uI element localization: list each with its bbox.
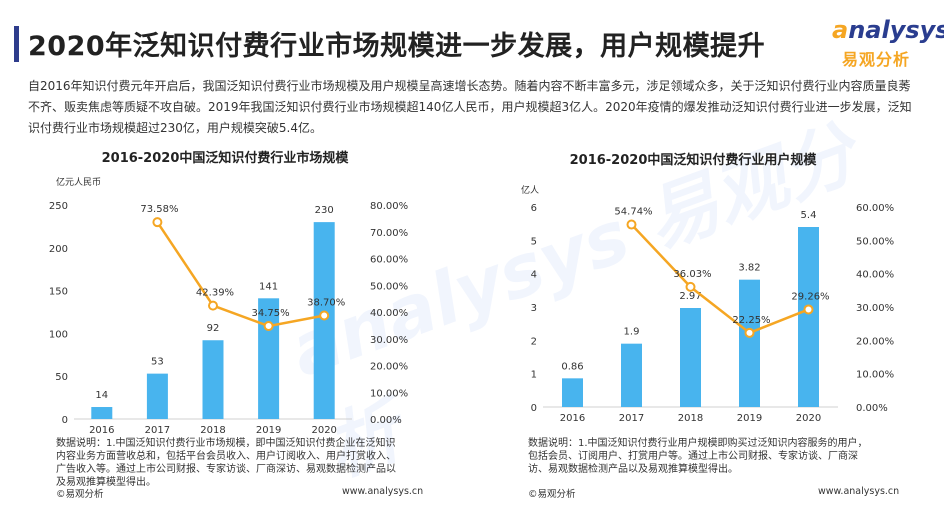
y-axis-label: 亿元人民币 (56, 176, 101, 188)
growth-rate-label: 54.74% (614, 207, 652, 218)
y-tick-label: 250 (49, 201, 68, 212)
bar-data-label: 1.9 (624, 327, 640, 338)
x-tick-label: 2016 (560, 413, 585, 424)
y-tick-label: 3 (531, 303, 537, 314)
bar-data-label: 2.97 (679, 291, 701, 302)
left-footer-url: www.analysys.cn (342, 486, 424, 497)
y-tick-label: 1 (531, 370, 537, 381)
title-accent-bar (14, 26, 19, 62)
x-tick-label: 2018 (678, 413, 703, 424)
growth-rate-line (630, 223, 809, 335)
right-footer-copyright: ©易观分析 (528, 489, 576, 500)
y-tick-label: 5 (531, 236, 537, 247)
growth-rate-label: 38.70% (307, 297, 345, 308)
y-tick-label: 200 (49, 244, 68, 255)
chart-title: 2016-2020中国泛知识付费行业用户规模 (570, 152, 818, 168)
bar (202, 340, 224, 419)
growth-rate-label: 36.03% (673, 269, 711, 280)
bar (798, 227, 819, 407)
growth-rate-label: 29.26% (791, 291, 829, 302)
bar (91, 407, 113, 419)
y-tick-label: 0 (62, 415, 68, 426)
y2-tick-label: 20.00% (370, 362, 408, 373)
y2-tick-label: 70.00% (370, 228, 408, 239)
y-tick-label: 0 (531, 403, 537, 414)
growth-rate-label: 34.75% (252, 308, 290, 319)
growth-rate-point (208, 300, 218, 311)
x-tick-label: 2016 (89, 425, 114, 436)
y-tick-label: 4 (531, 270, 537, 281)
logo-chinese: 易观分析 (842, 50, 911, 69)
growth-rate-point (744, 327, 755, 338)
y-tick-label: 2 (531, 336, 537, 347)
x-tick-label: 2020 (311, 425, 336, 436)
growth-rate-point (626, 219, 637, 230)
bar (562, 378, 583, 407)
y2-tick-label: 10.00% (856, 370, 894, 381)
growth-rate-point (263, 321, 274, 332)
left-chart-note: 数据说明：1.中国泛知识付费行业市场规模，即中国泛知识付费企业在泛知识内容业务方… (56, 438, 396, 488)
bar (680, 308, 701, 407)
x-tick-label: 2017 (619, 413, 644, 424)
bar-data-label: 5.4 (801, 210, 817, 221)
x-tick-label: 2020 (796, 413, 821, 424)
y2-tick-label: 40.00% (370, 308, 408, 319)
y-tick-label: 6 (531, 203, 537, 214)
growth-rate-point (152, 217, 163, 228)
bar-data-label: 92 (207, 323, 220, 334)
y2-tick-label: 80.00% (370, 201, 408, 212)
bar-data-label: 0.86 (561, 361, 583, 372)
growth-rate-label: 42.39% (196, 288, 234, 299)
growth-rate-label: 22.25% (732, 315, 770, 326)
growth-rate-point (803, 304, 814, 315)
y2-tick-label: 60.00% (370, 255, 408, 266)
x-tick-label: 2019 (737, 413, 762, 424)
growth-rate-line (156, 221, 325, 328)
right-footer-url: www.analysys.cn (818, 486, 900, 497)
page-title: 2020年泛知识付费行业市场规模进一步发展，用户规模提升 (28, 31, 766, 62)
bar-data-label: 3.82 (738, 263, 760, 274)
bar-data-label: 53 (151, 357, 164, 368)
y2-tick-label: 10.00% (370, 388, 408, 399)
y2-tick-label: 0.00% (370, 415, 402, 426)
bar (621, 343, 642, 407)
bar-data-label: 230 (315, 205, 334, 216)
bar (258, 298, 280, 419)
bar (739, 279, 760, 407)
x-tick-label: 2018 (200, 425, 225, 436)
y-tick-label: 50 (55, 372, 68, 383)
growth-rate-point (685, 281, 696, 292)
x-tick-label: 2017 (145, 425, 170, 436)
bar-data-label: 14 (95, 390, 108, 401)
growth-rate-label: 73.58% (140, 204, 178, 215)
chart-title: 2016-2020中国泛知识付费行业市场规模 (102, 150, 350, 166)
y2-tick-label: 50.00% (370, 281, 408, 292)
y2-tick-label: 60.00% (856, 203, 894, 214)
y-tick-label: 150 (49, 287, 68, 298)
bar (146, 373, 168, 419)
growth-rate-point (319, 310, 330, 321)
y-axis-label: 亿人 (521, 184, 539, 196)
x-tick-label: 2019 (256, 425, 281, 436)
y2-tick-label: 30.00% (856, 303, 894, 314)
logo-letter-a: a (832, 16, 849, 44)
bar (313, 222, 335, 419)
y-tick-label: 100 (49, 329, 68, 340)
left-footer-copyright: ©易观分析 (56, 489, 104, 500)
bar-data-label: 141 (259, 281, 278, 292)
logo-wordmark: analysys (832, 16, 944, 44)
y2-tick-label: 20.00% (856, 336, 894, 347)
right-chart-note: 数据说明：1.中国泛知识付费行业用户规模即购买过泛知识内容服务的用户，包括会员、… (528, 438, 868, 475)
y2-tick-label: 0.00% (856, 403, 888, 414)
intro-paragraph: 自2016年知识付费元年开启后，我国泛知识付费行业市场规模及用户规模呈高速增长态… (28, 79, 912, 135)
logo-letters: nalysys (848, 16, 944, 44)
y2-tick-label: 40.00% (856, 270, 894, 281)
y2-tick-label: 50.00% (856, 236, 894, 247)
y2-tick-label: 30.00% (370, 335, 408, 346)
analysys-logo: analysys 易观分析 (812, 16, 944, 70)
